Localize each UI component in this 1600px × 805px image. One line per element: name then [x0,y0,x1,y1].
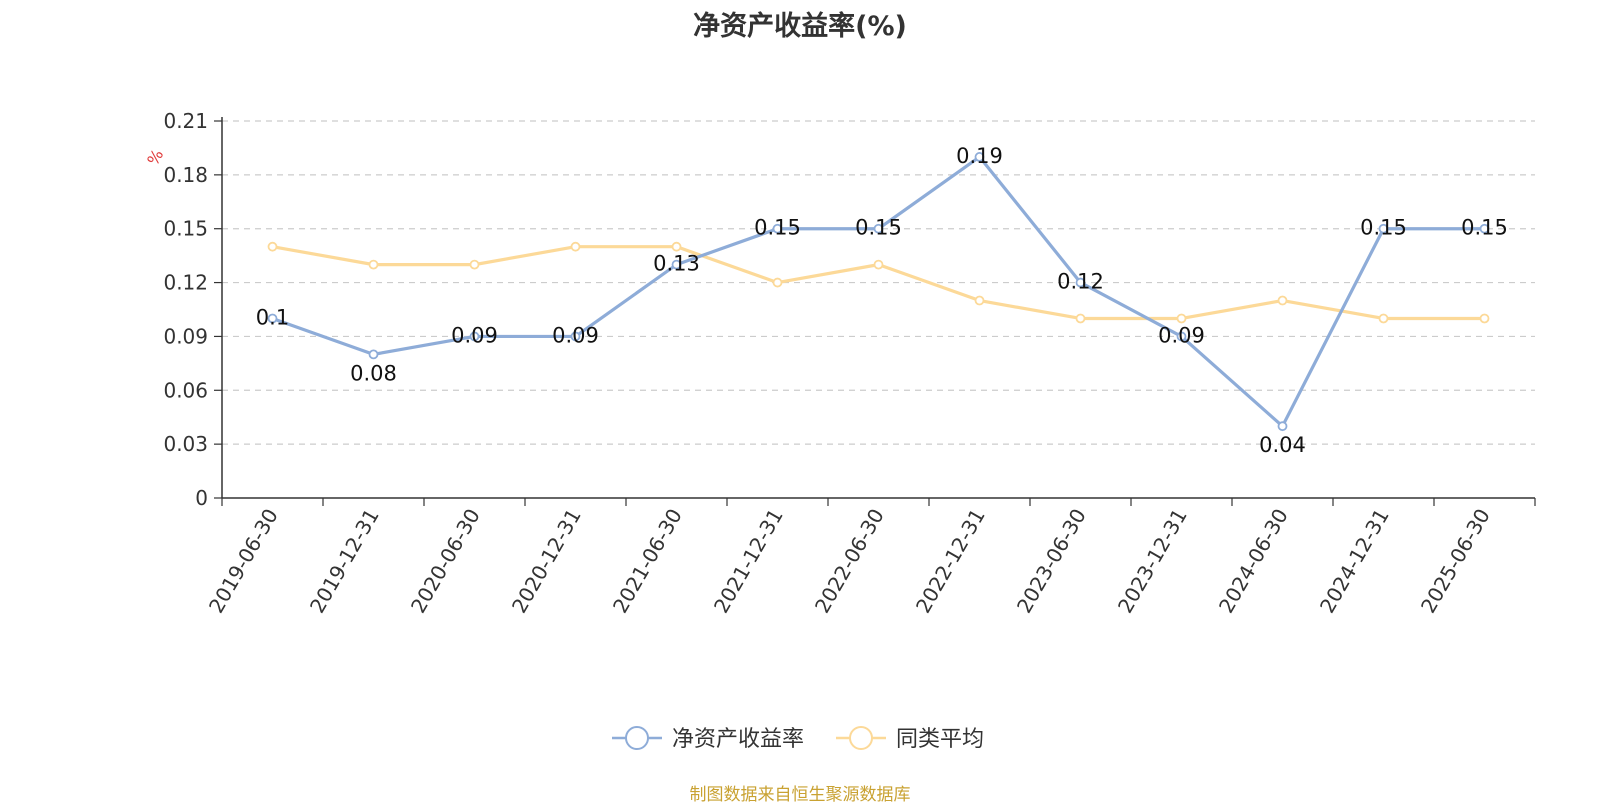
data-point [368,349,379,360]
legend-label: 同类平均 [896,727,984,752]
y-tick-label: 0.06 [163,378,208,402]
chart-title: 净资产收益率(%) [693,11,907,42]
data-point [772,223,783,234]
x-tick-label: 2019-06-30 [204,505,283,618]
data-label: 0.08 [350,361,397,385]
data-point [873,223,884,234]
data-labels: 0.1 0.08 0.09 0.09 0.13 0.15 0.15 0.19 0.12 0.09 0… [256,144,1508,457]
grid-lines [222,120,1535,445]
data-label: 0.19 [956,144,1003,168]
x-tick-label: 2019-12-31 [305,505,384,618]
data-label: 0.09 [451,323,498,347]
data-point [368,259,379,270]
legend-marker [625,726,649,750]
data-point [1378,313,1389,324]
data-point [772,277,783,288]
data-point [873,259,884,270]
x-tick-label: 2023-06-30 [1012,505,1091,618]
x-tick-label: 2024-12-31 [1315,505,1394,618]
legend-item: 净资产收益率 [612,726,804,752]
data-point [1479,223,1490,234]
data-point [974,152,985,162]
data-point [469,259,480,270]
data-label: 0.04 [1259,433,1306,457]
x-tick-label: 2023-12-31 [1113,505,1192,618]
data-point [267,241,278,252]
data-point [570,331,581,342]
series-line [271,155,1485,428]
data-point [1479,313,1490,324]
data-label: 0.1 [256,305,289,329]
data-point [267,313,278,324]
legend-label: 净资产收益率 [672,727,804,752]
data-point [1277,421,1288,432]
y-tick-label: 0.21 [163,109,208,133]
data-point [1176,313,1187,324]
x-tick-label: 2022-12-31 [911,505,990,618]
data-point [1277,295,1288,306]
data-label: 0.15 [1461,216,1508,240]
legend-item: 同类平均 [836,726,984,752]
legend-marker [849,726,873,750]
data-point [671,241,682,252]
data-point [1075,313,1086,324]
y-tick-label: 0.18 [163,163,208,187]
y-tick-label: 0.15 [163,217,208,241]
x-tick-label: 2024-06-30 [1214,505,1293,618]
x-tick-label: 2020-12-31 [507,505,586,618]
x-tick-label: 2025-06-30 [1416,505,1495,618]
x-tick-label: 2021-06-30 [608,505,687,618]
data-label: 0.12 [1057,270,1104,294]
data-point [1075,277,1086,288]
y-tick-label: 0 [195,486,208,510]
y-tick-label: 0.03 [163,432,208,456]
series [267,152,1490,432]
data-point [570,241,581,252]
data-label: 0.09 [552,323,599,347]
data-label: 0.09 [1158,323,1205,347]
x-tick-label: 2021-12-31 [709,505,788,618]
source-note: 制图数据来自恒生聚源数据库 [689,785,911,805]
data-point [671,259,682,270]
data-label: 0.13 [653,252,700,276]
x-tick-label: 2022-06-30 [810,505,889,618]
legend: 净资产收益率 同类平均 [612,726,984,752]
data-point [974,295,985,306]
data-label: 0.15 [1360,216,1407,240]
data-label: 0.15 [754,216,801,240]
x-tick-label: 2020-06-30 [406,505,485,618]
data-point [469,331,480,342]
data-point [1378,223,1389,234]
data-label: 0.15 [855,216,902,240]
y-tick-label: 0.12 [163,271,208,295]
data-point [1176,331,1187,342]
y-tick-label: 0.09 [163,324,208,348]
